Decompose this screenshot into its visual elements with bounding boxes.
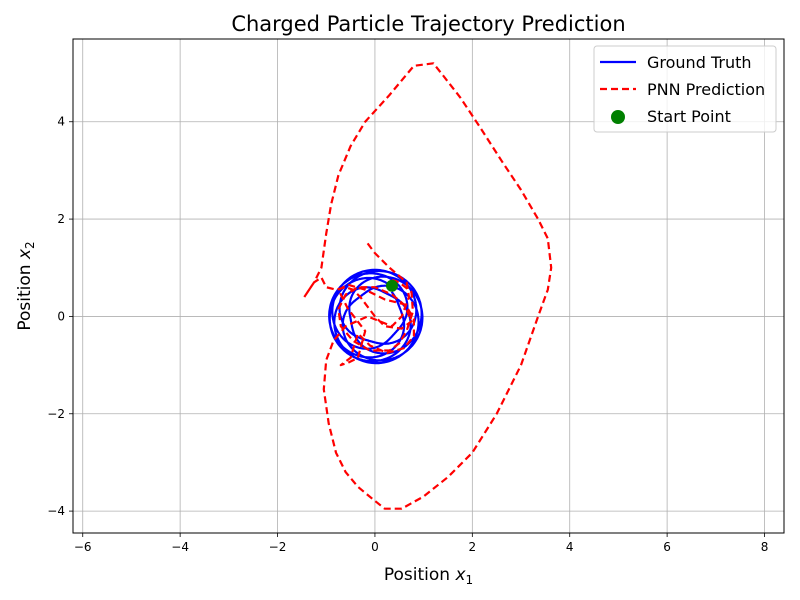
x-tick-label: −4 [171, 540, 189, 554]
y-tick-label: 2 [57, 212, 65, 226]
scatter-point-start-point [385, 279, 398, 292]
x-tick-label: 8 [761, 540, 769, 554]
x-tick-label: 2 [469, 540, 477, 554]
y-axis-title: Position x2 [15, 241, 37, 330]
legend-label-start-point: Start Point [647, 107, 731, 126]
x-tick-label: −6 [74, 540, 92, 554]
legend: Ground Truth PNN Prediction Start Point [593, 45, 777, 133]
x-tick-label: 4 [566, 540, 574, 554]
chart-title: Charged Particle Trajectory Prediction [231, 12, 625, 36]
y-tick-label: −2 [47, 407, 65, 421]
series-layer [303, 62, 553, 510]
x-tick-label: −2 [269, 540, 287, 554]
y-tick-label: 0 [57, 309, 65, 323]
axis-ticks: −6 −4 −2 0 2 4 6 8 −4 −2 0 2 4 [47, 115, 768, 554]
plot-area-frame [72, 38, 785, 534]
series-line-pnn-prediction [303, 62, 553, 510]
legend-label-ground-truth: Ground Truth [647, 53, 752, 72]
x-tick-label: 6 [663, 540, 671, 554]
x-axis-title: Position x1 [384, 565, 473, 587]
y-tick-label: 4 [57, 115, 65, 129]
legend-swatch-start-point [611, 110, 625, 124]
y-tick-label: −4 [47, 504, 65, 518]
legend-label-pnn-prediction: PNN Prediction [647, 80, 765, 99]
legend-box [593, 45, 777, 133]
x-tick-label: 0 [371, 540, 379, 554]
